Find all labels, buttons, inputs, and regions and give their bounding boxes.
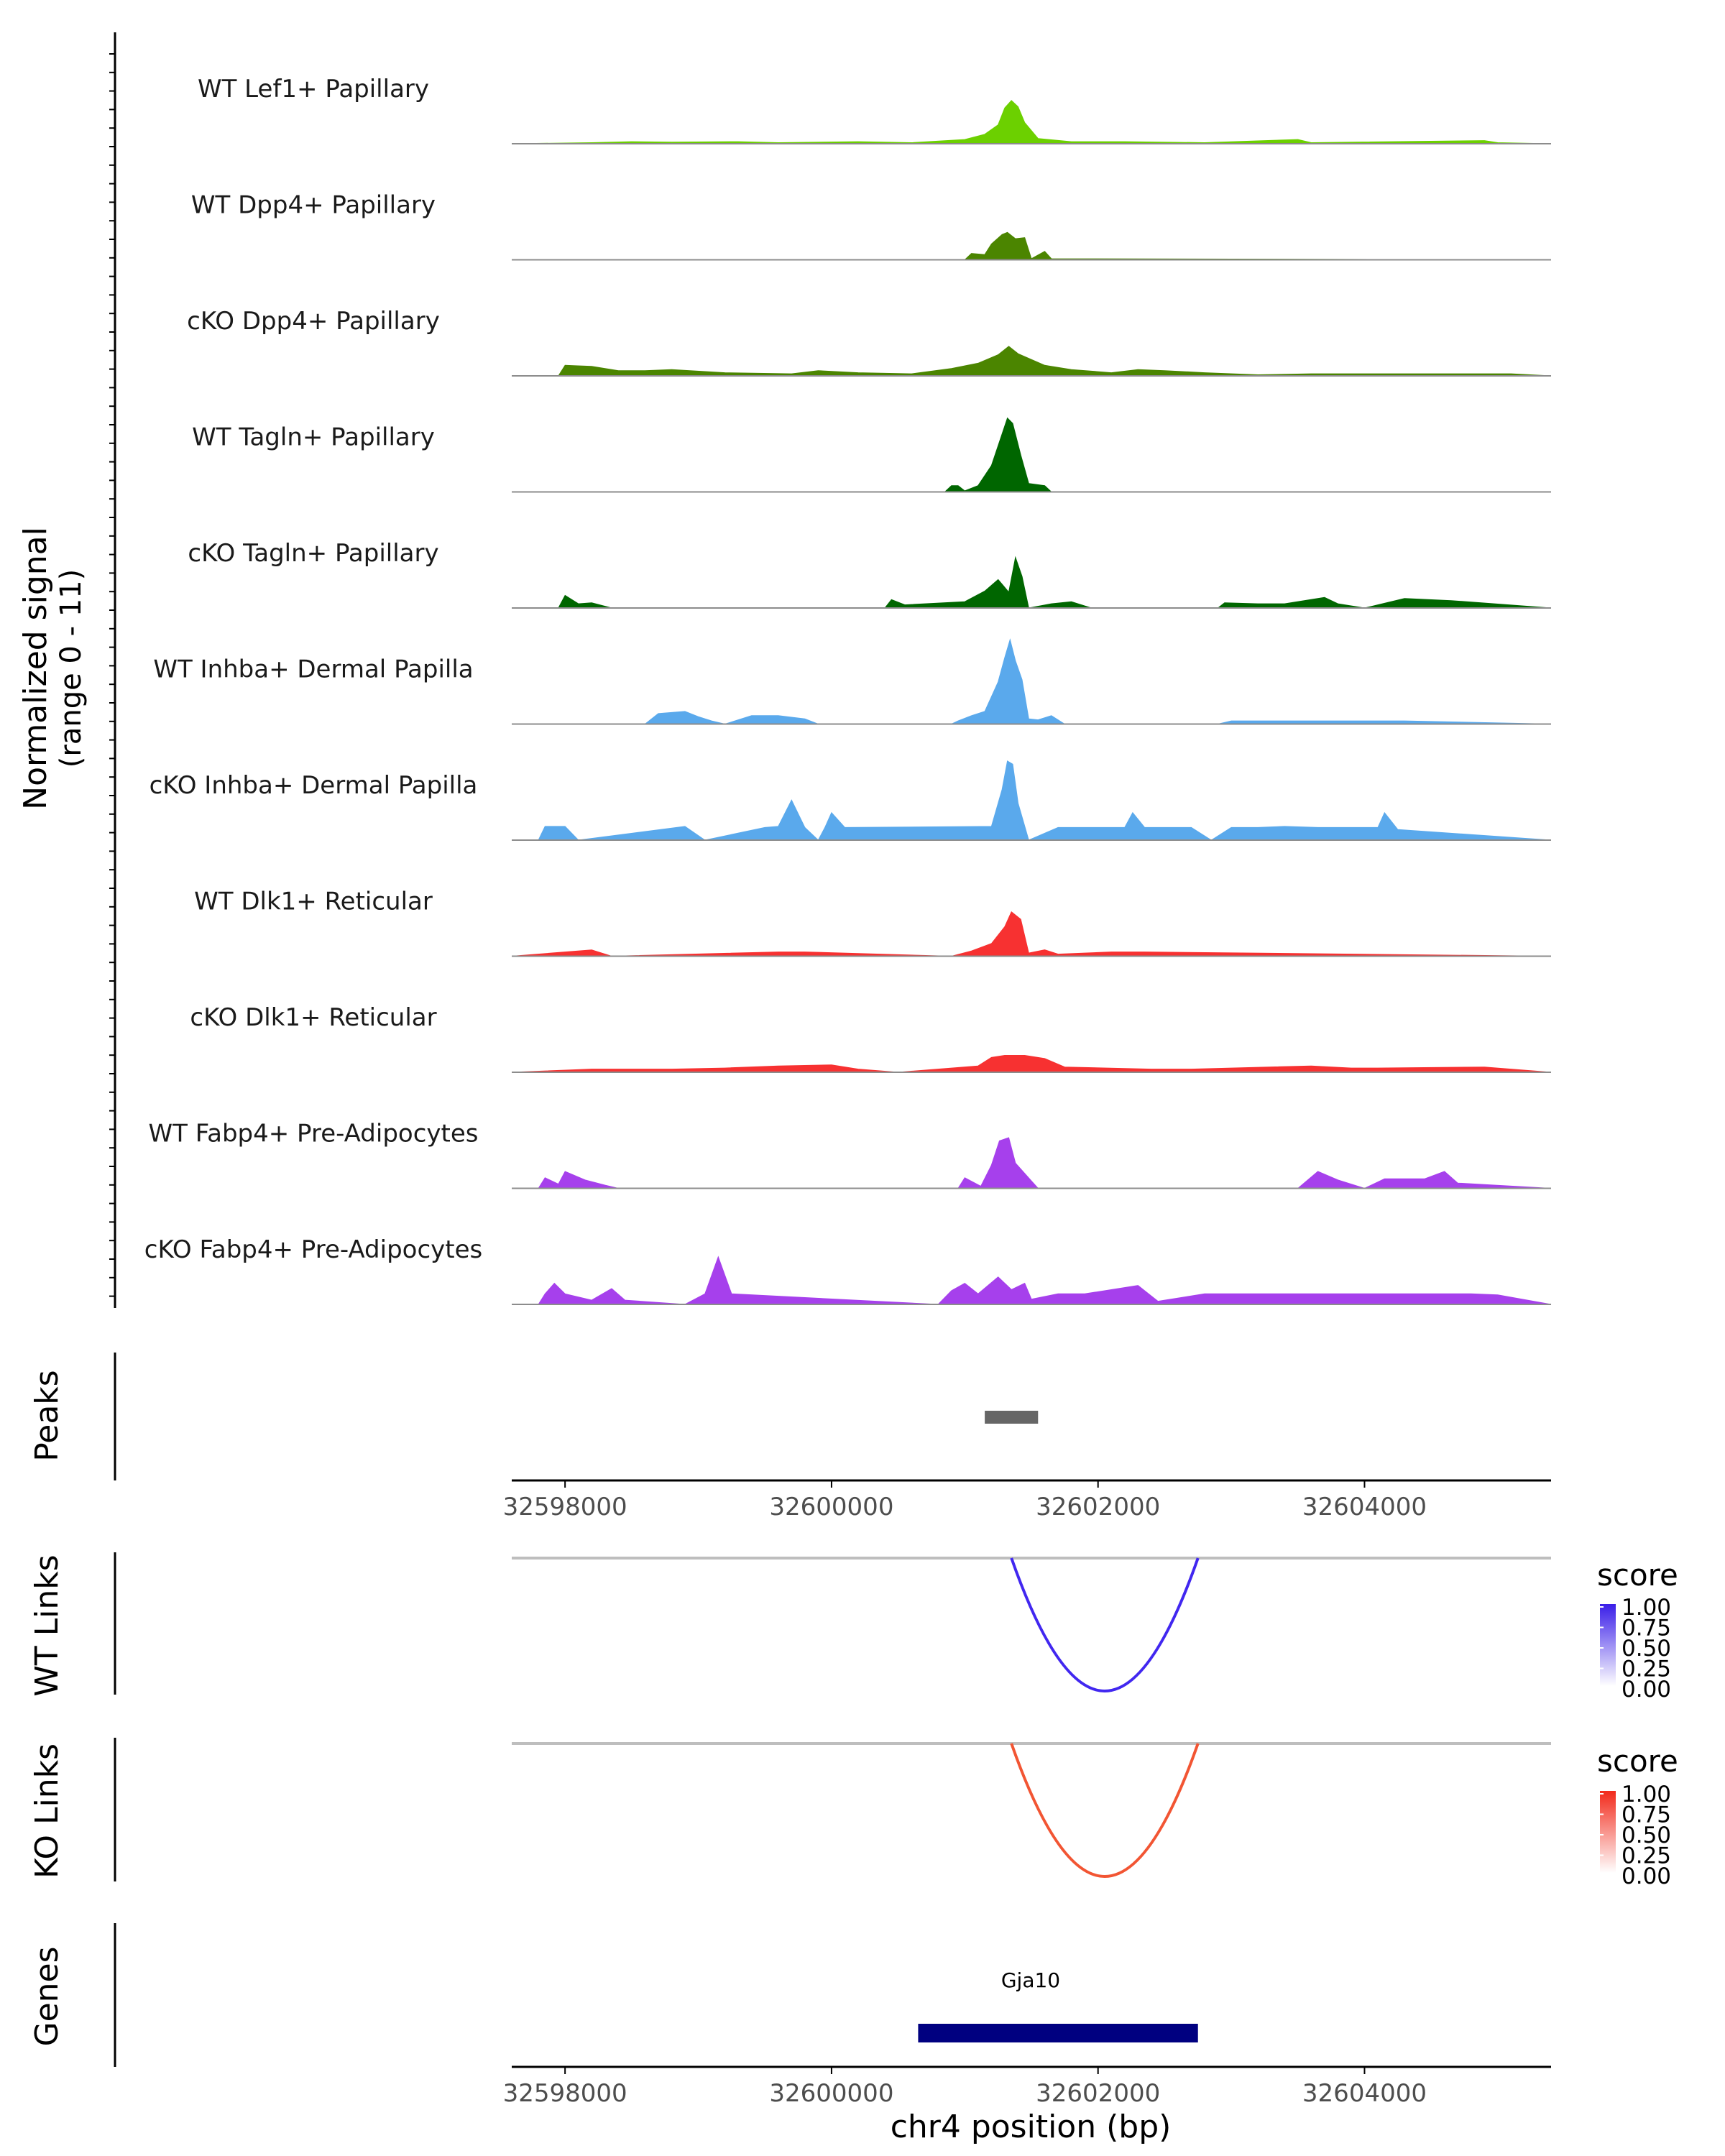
- ko-links-legend-colorbar: [1600, 1791, 1616, 1873]
- ko-links-legend-tick-label: 0.00: [1622, 1864, 1671, 1889]
- track-label: WT Dlk1+ Reticular: [194, 888, 433, 916]
- peaks-x-tick-label: 32604000: [1302, 1493, 1427, 1521]
- track-label: WT Inhba+ Dermal Papilla: [153, 655, 473, 684]
- signal-area: [511, 100, 1552, 144]
- ko-links-legend-tick-label: 0.50: [1622, 1823, 1671, 1848]
- wt-links-legend-title: score: [1597, 1557, 1678, 1593]
- genes-x-tick-label: 32600000: [769, 2079, 893, 2108]
- track-label: WT Lef1+ Papillary: [198, 75, 429, 103]
- wt-links-legend-tick-label: 0.75: [1622, 1616, 1671, 1641]
- wt-links-legend-tick-label: 0.25: [1622, 1657, 1671, 1682]
- coverage-track: WT Dpp4+ Papillary: [191, 191, 1552, 261]
- signal-area: [511, 911, 1552, 957]
- track-label: cKO Fabp4+ Pre-Adipocytes: [144, 1235, 483, 1264]
- y-axis-title-line2: (range 0 - 11): [55, 569, 88, 768]
- track-label: cKO Tagln+ Papillary: [188, 539, 438, 568]
- wt-links-legend-tick-label: 0.00: [1622, 1677, 1671, 1703]
- signal-area: [512, 556, 1552, 609]
- peaks-x-tick-label: 32600000: [769, 1493, 893, 1521]
- genes-track-label: Genes: [29, 1946, 65, 2046]
- coverage-track: cKO Tagln+ Papillary: [188, 539, 1552, 609]
- peaks-x-tick-label: 32598000: [503, 1493, 627, 1521]
- x-axis-title: chr4 position (bp): [891, 2109, 1172, 2145]
- coverage-track: cKO Fabp4+ Pre-Adipocytes: [144, 1235, 1552, 1305]
- ko-links-arc: [1010, 1743, 1200, 1878]
- track-label: WT Tagln+ Papillary: [192, 423, 435, 452]
- track-label: cKO Dpp4+ Papillary: [187, 307, 440, 336]
- genes-x-tick-label: 32598000: [503, 2079, 627, 2108]
- track-label: cKO Dlk1+ Reticular: [190, 1003, 436, 1032]
- coverage-track: WT Tagln+ Papillary: [192, 417, 1551, 493]
- coverage-track: WT Fabp4+ Pre-Adipocytes: [149, 1120, 1552, 1189]
- peaks-x-tick-label: 32602000: [1036, 1493, 1160, 1521]
- ko-links-legend-title: score: [1597, 1743, 1678, 1779]
- ko-links-legend-tick-label: 0.25: [1622, 1843, 1671, 1869]
- signal-area: [511, 1055, 1552, 1073]
- peak-region: [985, 1411, 1039, 1424]
- ko-links-legend-tick-label: 1.00: [1622, 1782, 1671, 1807]
- gene-label: Gja10: [1001, 1968, 1060, 1992]
- coverage-track: cKO Dlk1+ Reticular: [190, 1003, 1552, 1073]
- track-label: cKO Inhba+ Dermal Papilla: [150, 771, 478, 800]
- gene-body: [918, 2024, 1198, 2042]
- coverage-track: WT Inhba+ Dermal Papilla: [153, 638, 1552, 725]
- wt-links-track-label: WT Links: [29, 1554, 65, 1696]
- coverage-track: WT Lef1+ Papillary: [198, 75, 1552, 144]
- signal-area: [512, 1256, 1552, 1305]
- genes-x-tick-label: 32602000: [1036, 2079, 1160, 2108]
- peaks-track-label: Peaks: [29, 1370, 65, 1461]
- wt-links-legend-colorbar: [1600, 1604, 1616, 1686]
- track-label: WT Fabp4+ Pre-Adipocytes: [149, 1120, 479, 1148]
- signal-area: [512, 417, 1551, 492]
- signal-area: [512, 1137, 1552, 1189]
- genes-x-tick-label: 32604000: [1302, 2079, 1427, 2108]
- ko-links-track-label: KO Links: [29, 1743, 65, 1879]
- coverage-track: cKO Inhba+ Dermal Papilla: [150, 760, 1552, 841]
- track-label: WT Dpp4+ Papillary: [191, 191, 436, 220]
- coverage-track: WT Dlk1+ Reticular: [194, 888, 1552, 957]
- signal-area: [512, 231, 1552, 260]
- y-axis-title-line1: Normalized signal: [17, 527, 54, 810]
- ko-links-legend-tick-label: 0.75: [1622, 1802, 1671, 1828]
- coverage-track: cKO Dpp4+ Papillary: [187, 307, 1552, 377]
- wt-links-legend-tick-label: 0.50: [1622, 1636, 1671, 1662]
- signal-area: [512, 346, 1552, 377]
- wt-links-legend-tick-label: 1.00: [1622, 1595, 1671, 1621]
- signal-area: [512, 638, 1552, 725]
- wt-links-arc: [1010, 1557, 1200, 1692]
